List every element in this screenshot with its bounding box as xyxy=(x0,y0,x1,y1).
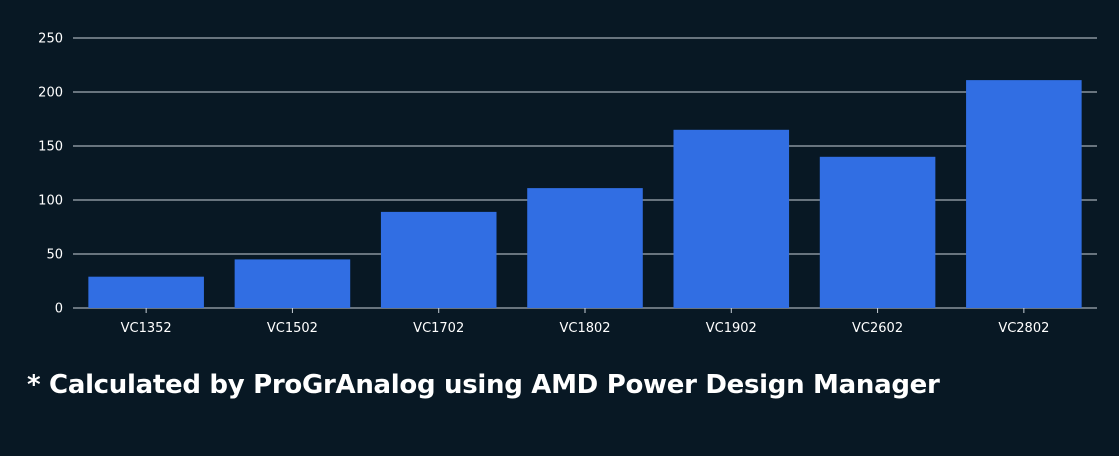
y-tick-label-0: 0 xyxy=(55,302,63,317)
x-tick-label-vc1902: VC1902 xyxy=(706,321,757,336)
y-tick-label-100: 100 xyxy=(38,194,63,209)
x-tick-label-vc1352: VC1352 xyxy=(121,321,172,336)
bar-vc1802 xyxy=(527,188,643,308)
bar-vc1352 xyxy=(88,276,204,308)
bar-vc2802 xyxy=(966,80,1082,309)
footnote: * Calculated by ProGrAnalog using AMD Po… xyxy=(27,370,940,400)
y-tick-label-200: 200 xyxy=(38,86,63,101)
x-axis-ticks: VC1352 VC1502 VC1702 VC1802 VC1902 VC2602 VC28… xyxy=(121,308,1049,336)
bar-vc1502 xyxy=(234,259,351,308)
y-tick-label-50: 50 xyxy=(46,248,63,263)
bar-vc2602 xyxy=(819,156,936,308)
x-tick-label-vc1702: VC1702 xyxy=(413,321,464,336)
x-tick-label-vc2602: VC2602 xyxy=(852,321,903,336)
bars xyxy=(88,80,1082,309)
x-tick-label-vc2802: VC2802 xyxy=(998,321,1049,336)
x-tick-label-vc1502: VC1502 xyxy=(267,321,318,336)
bar-vc1702 xyxy=(380,211,497,308)
y-tick-label-150: 150 xyxy=(38,140,63,155)
y-axis-ticks: 0 50 100 150 200 250 xyxy=(38,32,63,317)
y-tick-label-250: 250 xyxy=(38,32,63,47)
x-tick-label-vc1802: VC1802 xyxy=(559,321,610,336)
bar-vc1902 xyxy=(673,129,790,308)
